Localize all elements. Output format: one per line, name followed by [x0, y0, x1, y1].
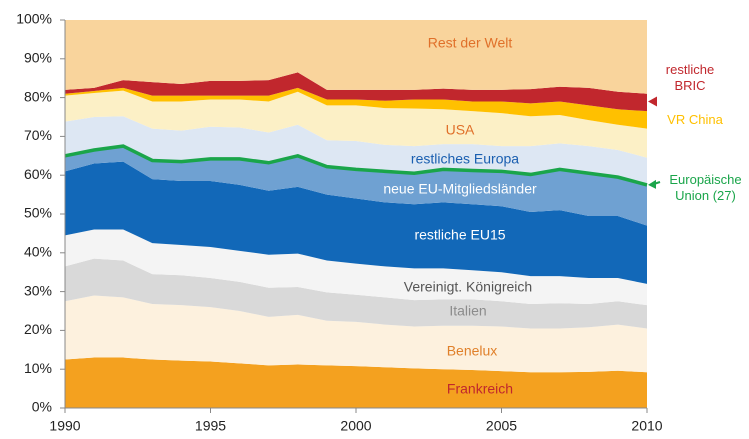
series-label: Italien [449, 303, 486, 319]
series-label: Benelux [447, 343, 498, 359]
area [65, 357, 647, 408]
series-label: Frankreich [447, 381, 513, 397]
y-tick-label: 90% [24, 50, 52, 66]
area [65, 90, 647, 158]
area [65, 229, 647, 306]
x-tick-label: 1995 [195, 418, 226, 434]
x-tick-label: 1990 [49, 418, 80, 434]
y-tick-label: 50% [24, 205, 52, 221]
y-tick-label: 100% [16, 11, 52, 27]
area [65, 116, 647, 185]
series-label: Rest der Welt [428, 35, 513, 51]
x-tick-label: 2010 [631, 418, 662, 434]
x-tick-label: 2005 [486, 418, 517, 434]
x-tick-label: 2000 [340, 418, 371, 434]
y-tick-label: 80% [24, 88, 52, 104]
area [65, 161, 647, 284]
area [65, 146, 647, 226]
y-tick-label: 70% [24, 127, 52, 143]
y-tick-label: 30% [24, 282, 52, 298]
area [65, 20, 647, 94]
area [65, 87, 647, 129]
series-label: Vereinigt. Königreich [404, 279, 532, 295]
series-label: USA [446, 122, 475, 138]
area [65, 258, 647, 329]
y-tick-label: 10% [24, 360, 52, 376]
series-label: restliches Europa [411, 151, 519, 167]
area [65, 72, 647, 112]
arrow-head [648, 179, 656, 189]
y-tick-label: 40% [24, 244, 52, 260]
area [65, 295, 647, 373]
series-label: restliche EU15 [414, 227, 505, 243]
series-label: restliche BRIC [665, 62, 715, 93]
arrow-head [648, 96, 657, 107]
line [64, 144, 648, 187]
y-tick-label: 0% [32, 399, 52, 415]
series-label: VR China [667, 112, 723, 127]
y-tick-label: 20% [24, 321, 52, 337]
series-label: Europäische Union (27) [669, 172, 742, 203]
y-tick-label: 60% [24, 166, 52, 182]
series-label: neue EU-Mitgliedsländer [383, 181, 537, 197]
